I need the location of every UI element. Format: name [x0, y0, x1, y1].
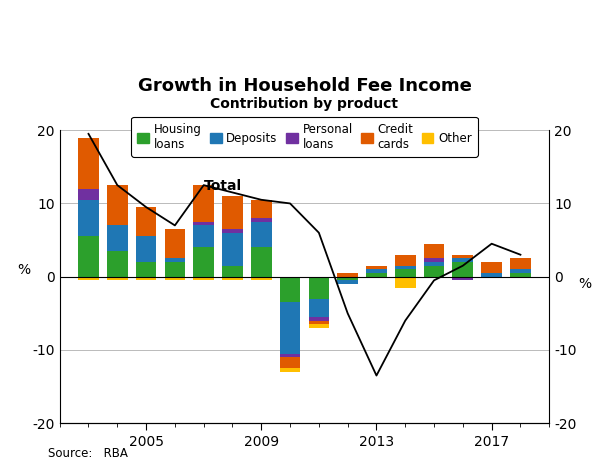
Bar — [280, 302, 300, 353]
Bar — [78, 200, 99, 236]
Bar — [251, 218, 272, 222]
Bar — [222, 196, 243, 229]
Bar — [280, 277, 300, 302]
Legend: Housing
loans, Deposits, Personal
loans, Credit
cards, Other: Housing loans, Deposits, Personal loans,… — [131, 117, 478, 157]
Bar — [193, 222, 214, 226]
Bar — [424, 266, 444, 277]
Bar — [424, 262, 444, 266]
Bar — [78, 277, 99, 280]
Bar — [107, 185, 128, 226]
Text: Contribution by product: Contribution by product — [211, 97, 398, 111]
Bar — [481, 262, 502, 273]
Bar — [309, 321, 329, 324]
Bar — [337, 273, 358, 277]
Bar — [510, 259, 531, 269]
Bar — [165, 259, 185, 262]
Bar — [366, 266, 387, 269]
Bar — [251, 247, 272, 277]
Bar — [107, 277, 128, 280]
Bar — [337, 277, 358, 280]
Bar — [222, 229, 243, 232]
Bar — [251, 200, 272, 218]
Bar — [481, 273, 502, 277]
Bar — [424, 259, 444, 262]
Bar — [366, 269, 387, 273]
Bar — [453, 255, 473, 259]
Bar — [136, 277, 156, 280]
Bar — [193, 247, 214, 277]
Bar — [395, 255, 416, 266]
Bar — [453, 262, 473, 277]
Bar — [78, 189, 99, 200]
Bar — [424, 244, 444, 259]
Bar — [510, 269, 531, 273]
Text: Source:   RBA: Source: RBA — [48, 447, 128, 460]
Bar — [366, 273, 387, 277]
Bar — [222, 266, 243, 277]
Y-axis label: %: % — [578, 277, 592, 291]
Bar — [193, 185, 214, 222]
Bar — [78, 138, 99, 189]
Bar — [337, 280, 358, 284]
Bar — [309, 317, 329, 321]
Bar — [136, 262, 156, 277]
Bar — [107, 251, 128, 277]
Bar — [136, 207, 156, 236]
Title: Growth in Household Fee Income: Growth in Household Fee Income — [137, 77, 472, 95]
Bar — [165, 262, 185, 277]
Bar — [309, 299, 329, 317]
Bar — [395, 266, 416, 269]
Bar — [395, 277, 416, 288]
Bar — [107, 226, 128, 251]
Bar — [193, 226, 214, 247]
Bar — [222, 233, 243, 266]
Bar — [193, 277, 214, 280]
Bar — [78, 236, 99, 277]
Bar — [395, 269, 416, 277]
Bar — [453, 277, 473, 280]
Bar — [222, 277, 243, 280]
Bar — [280, 357, 300, 368]
Bar — [251, 222, 272, 247]
Bar — [251, 277, 272, 280]
Bar — [280, 353, 300, 357]
Bar — [280, 368, 300, 372]
Text: Total: Total — [204, 179, 242, 193]
Bar — [136, 236, 156, 262]
Bar — [165, 229, 185, 259]
Bar — [453, 259, 473, 262]
Bar — [309, 277, 329, 299]
Y-axis label: %: % — [17, 263, 30, 277]
Bar — [165, 277, 185, 280]
Bar — [309, 324, 329, 328]
Bar — [510, 273, 531, 277]
